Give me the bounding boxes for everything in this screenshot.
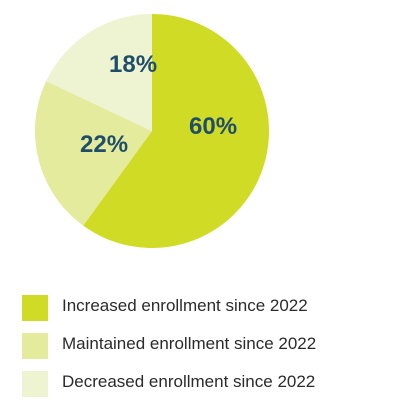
legend-item-increased: Increased enrollment since 2022 [22,293,415,331]
legend-swatch-decreased [22,371,48,397]
pie-slice-maintained [35,81,152,226]
slice-label-maintained: 22% [80,131,128,158]
legend-label-decreased: Decreased enrollment since 2022 [62,372,316,391]
pie-slice-decreased [46,14,152,131]
legend-label-increased: Increased enrollment since 2022 [62,296,308,315]
legend-item-maintained: Maintained enrollment since 2022 [22,331,415,369]
slice-label-increased: 60% [189,113,237,140]
pie-slice-increased [83,13,270,249]
legend-swatch-maintained [22,333,48,359]
legend-item-decreased: Decreased enrollment since 2022 [22,369,415,407]
legend: Increased enrollment since 2022 Maintain… [22,293,415,407]
legend-label-maintained: Maintained enrollment since 2022 [62,334,317,353]
pie-chart: 60% 22% 18% [35,13,270,249]
legend-swatch-increased [22,295,48,321]
slice-label-decreased: 18% [109,51,157,78]
